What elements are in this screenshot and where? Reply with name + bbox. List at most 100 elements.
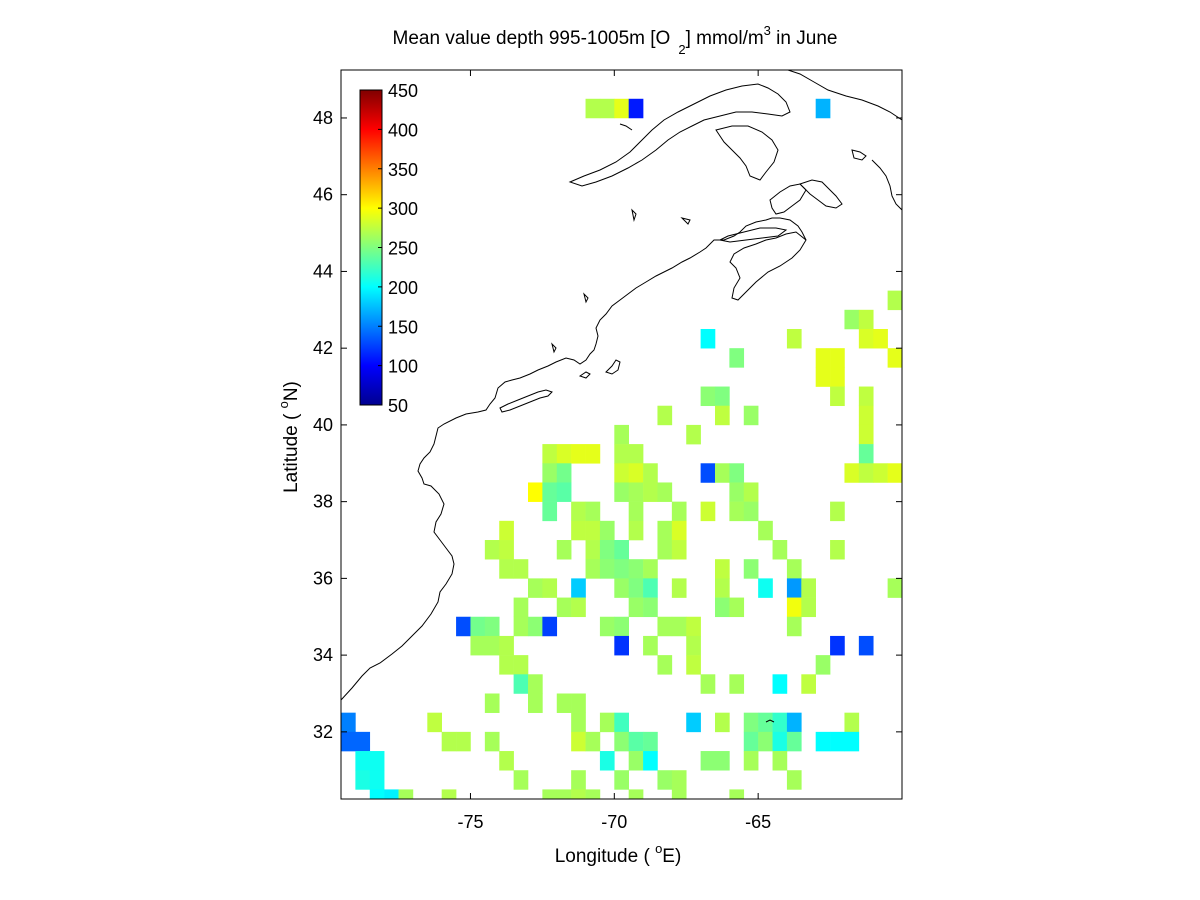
heatmap-cell <box>786 712 802 733</box>
heatmap-cell <box>657 655 673 675</box>
heatmap-cell <box>614 578 629 598</box>
heatmap-cell <box>858 444 874 464</box>
heatmap-cell <box>858 328 874 349</box>
heatmap-cell <box>715 712 730 733</box>
heatmap-cell <box>657 482 673 502</box>
heatmap-cell <box>499 540 514 560</box>
heatmap-cell <box>743 482 759 502</box>
heatmap-cell <box>441 789 457 799</box>
y-tick-label: 32 <box>313 722 333 742</box>
heatmap-cell <box>528 482 543 502</box>
heatmap-cell <box>484 731 500 752</box>
heatmap-cell <box>671 770 687 790</box>
heatmap-cell <box>614 731 629 752</box>
heatmap-cell <box>585 98 601 119</box>
colorbar-tick-label: 100 <box>388 357 418 377</box>
heatmap-cell <box>815 367 831 387</box>
heatmap-cell <box>715 386 730 407</box>
heatmap-cell <box>743 731 759 752</box>
heatmap-cell <box>700 328 716 349</box>
heatmap-cell <box>844 731 860 752</box>
heatmap-cell <box>700 386 716 407</box>
heatmap-cell <box>571 731 586 752</box>
heatmap-cell <box>830 348 845 368</box>
heatmap-cell <box>341 712 356 733</box>
heatmap-cell <box>643 578 658 598</box>
heatmap-cell <box>614 635 629 656</box>
heatmap-cell <box>858 463 874 483</box>
heatmap-cell <box>743 712 759 733</box>
heatmap-cell <box>873 463 888 483</box>
heatmap-cell <box>384 789 399 799</box>
heatmap-cell <box>513 559 529 579</box>
heatmap-cell <box>599 712 615 733</box>
heatmap-cell <box>858 424 874 445</box>
heatmap-cell <box>499 635 514 656</box>
heatmap-cell <box>628 731 644 752</box>
heatmap-cell <box>513 655 529 675</box>
heatmap-cell <box>585 501 601 522</box>
heatmap-cell <box>887 578 902 598</box>
heatmap-cell <box>528 578 543 598</box>
heatmap-cell <box>772 731 788 752</box>
heatmap-cell <box>528 616 543 637</box>
heatmap-cell <box>484 693 500 713</box>
heatmap-cell <box>700 674 716 694</box>
heatmap-cell <box>686 655 701 675</box>
heatmap-cell <box>599 540 615 560</box>
heatmap-cell <box>599 751 615 771</box>
heatmap-cell <box>729 482 745 502</box>
heatmap-cell <box>887 463 902 483</box>
heatmap-cell <box>513 616 529 637</box>
colorbar-tick-label: 350 <box>388 160 418 180</box>
y-tick-label: 48 <box>313 108 333 128</box>
heatmap-cell <box>729 789 745 799</box>
x-axis-label: Longitude ( oE) <box>555 841 682 867</box>
heatmap-cell <box>729 501 745 522</box>
heatmap-cell <box>715 559 730 579</box>
heatmap-cell <box>772 712 788 733</box>
heatmap-cell <box>686 616 701 637</box>
heatmap-cell <box>628 751 644 771</box>
heatmap-cell <box>355 751 371 771</box>
heatmap-cell <box>858 386 874 407</box>
heatmap-cell <box>614 98 629 119</box>
heatmap-cell <box>700 463 716 483</box>
heatmap-cell <box>643 482 658 502</box>
heatmap-cell <box>528 693 543 713</box>
heatmap-cell <box>786 559 802 579</box>
heatmap-cell <box>614 770 629 790</box>
heatmap-cell <box>614 616 629 637</box>
heatmap-cell <box>815 98 831 119</box>
heatmap-cell <box>441 731 457 752</box>
y-tick-label: 44 <box>313 261 333 281</box>
heatmap-cell <box>844 463 860 483</box>
heatmap-cell <box>571 444 586 464</box>
heatmap-cell <box>758 578 773 598</box>
x-tick-label: -75 <box>457 812 483 832</box>
heatmap-cell <box>830 635 845 656</box>
heatmap-cell <box>556 540 572 560</box>
heatmap-cell <box>758 731 773 752</box>
heatmap-cell <box>786 597 802 618</box>
heatmap-cell <box>513 770 529 790</box>
heatmap-cell <box>844 309 860 330</box>
y-tick-label: 36 <box>313 568 333 588</box>
heatmap-cell <box>643 731 658 752</box>
colorbar-tick-label: 200 <box>388 278 418 298</box>
heatmap-cell <box>585 559 601 579</box>
heatmap-cell <box>758 712 773 733</box>
heatmap-cell <box>743 751 759 771</box>
heatmap-cell <box>499 655 514 675</box>
heatmap-cell <box>643 463 658 483</box>
heatmap-cell <box>671 501 687 522</box>
heatmap-cell <box>858 405 874 426</box>
heatmap-cell <box>599 616 615 637</box>
heatmap-cells <box>341 98 902 799</box>
heatmap-cell <box>599 98 615 119</box>
heatmap-cell <box>484 540 500 560</box>
heatmap-cell <box>542 444 558 464</box>
heatmap-cell <box>628 501 644 522</box>
heatmap-cell <box>542 578 558 598</box>
